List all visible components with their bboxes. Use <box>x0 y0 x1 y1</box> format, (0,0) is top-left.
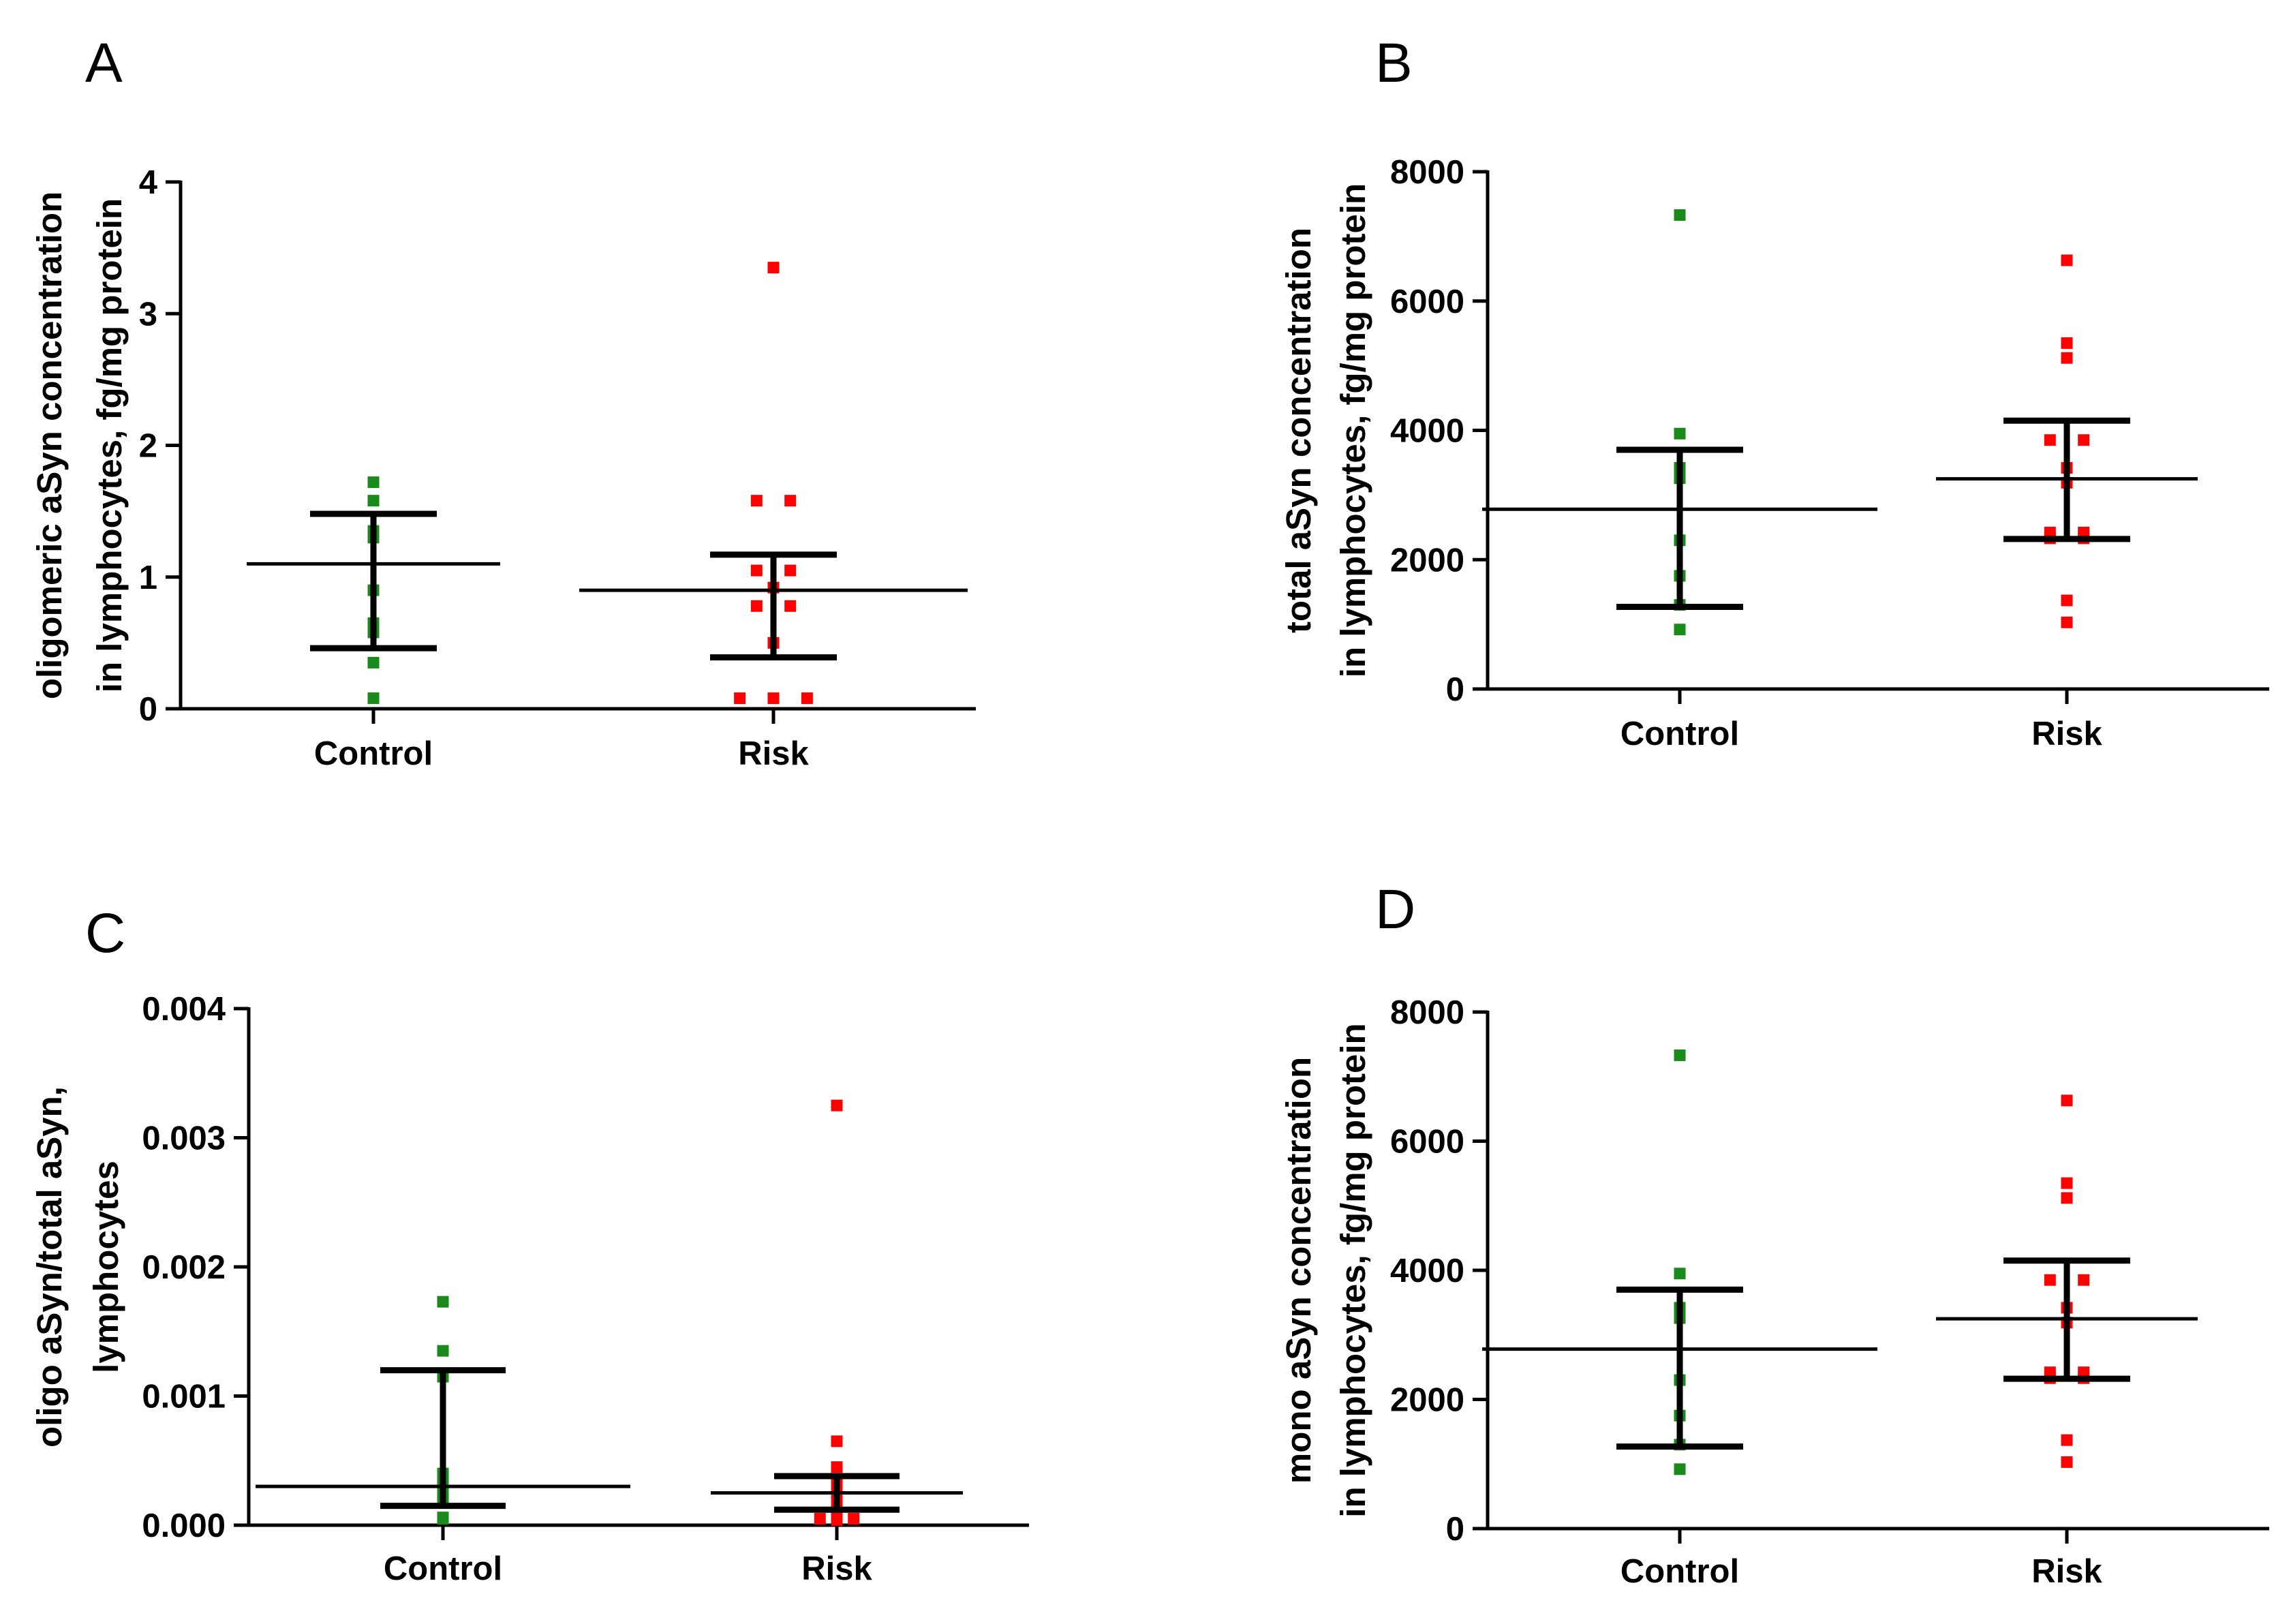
y-tick-label: 0 <box>1446 1511 1464 1548</box>
x-tick-label: Control <box>314 735 433 772</box>
data-point-risk <box>2061 1434 2073 1446</box>
data-point-control <box>367 692 380 705</box>
data-point-risk <box>801 692 813 705</box>
data-point-risk <box>2061 1094 2073 1107</box>
data-point-control <box>437 1345 449 1357</box>
y-tick-label: 6000 <box>1390 1124 1464 1161</box>
y-axis-title: in lymphocytes, fg/mg protein <box>90 198 129 692</box>
y-axis-title: oligomeric aSyn concentration <box>30 191 69 699</box>
data-point-risk <box>750 600 763 612</box>
data-point-control <box>1674 427 1686 440</box>
y-tick-label: 0.002 <box>142 1249 226 1286</box>
panel-letter: B <box>1375 32 1413 94</box>
y-tick-label: 2 <box>139 428 157 465</box>
data-point-control <box>367 476 380 489</box>
y-tick-label: 2000 <box>1390 1382 1464 1419</box>
data-point-control <box>1674 1049 1686 1061</box>
data-point-risk <box>831 1461 843 1473</box>
data-point-risk <box>734 692 746 705</box>
y-tick-label: 4 <box>139 164 157 201</box>
data-point-risk <box>2078 434 2090 446</box>
y-tick-label: 2000 <box>1390 542 1464 579</box>
chart-panel-b: B 0 2000 4000 6000 8000 Control Risk total aSyn … <box>1279 32 2269 752</box>
data-point-control <box>437 1296 449 1308</box>
x-tick-label: Control <box>1620 1553 1739 1590</box>
data-point-risk <box>2061 594 2073 607</box>
chart-panel-d: D 0 2000 4000 6000 8000 Control Risk mono aSyn c… <box>1279 878 2269 1590</box>
y-tick-label: 0.000 <box>142 1507 226 1544</box>
y-axis-title: lymphocytes <box>87 1161 125 1373</box>
data-point-risk <box>784 564 797 577</box>
data-point-risk <box>2061 1456 2073 1468</box>
data-point-risk <box>2061 352 2073 364</box>
y-tick-label: 8000 <box>1390 154 1464 191</box>
x-tick-label: Control <box>1620 716 1739 752</box>
data-point-risk <box>814 1513 826 1525</box>
data-point-control <box>1674 209 1686 221</box>
y-tick-label: 0 <box>139 691 157 728</box>
panel-letter: C <box>85 902 125 964</box>
y-axis-title: mono aSyn concentration <box>1279 1057 1318 1484</box>
data-point-risk <box>750 564 763 577</box>
data-point-risk <box>831 1514 843 1526</box>
y-tick-label: 0.004 <box>142 991 226 1028</box>
y-axis-title: in lymphocytes, fg/mg protein <box>1334 1023 1372 1517</box>
y-tick-label: 3 <box>139 296 157 333</box>
y-tick-label: 0.001 <box>142 1379 226 1415</box>
data-point-risk <box>767 262 780 274</box>
x-tick-label: Risk <box>738 735 809 772</box>
data-point-risk <box>2044 434 2056 446</box>
chart-panel-c: C 0.000 0.001 0.002 0.003 0.004 Control Risk oli… <box>30 902 1029 1587</box>
data-point-risk <box>2061 254 2073 266</box>
data-point-control <box>1674 1268 1686 1280</box>
data-point-risk <box>750 495 763 507</box>
y-tick-label: 8000 <box>1390 994 1464 1031</box>
y-tick-label: 0.003 <box>142 1120 226 1157</box>
data-point-risk <box>2061 1177 2073 1189</box>
y-tick-label: 4000 <box>1390 1253 1464 1289</box>
x-tick-label: Risk <box>2031 716 2102 752</box>
data-point-risk <box>784 495 797 507</box>
data-point-risk <box>848 1513 860 1525</box>
x-tick-label: Risk <box>2031 1553 2102 1590</box>
y-tick-label: 0 <box>1446 671 1464 708</box>
y-tick-label: 6000 <box>1390 284 1464 320</box>
data-point-risk <box>2061 616 2073 628</box>
y-axis-title: oligo aSyn/total aSyn, <box>30 1086 69 1447</box>
data-point-control <box>367 656 380 669</box>
chart-panel-a: A 0 1 2 3 4 Control Risk oligomeric aSyn concent… <box>30 32 976 772</box>
data-point-risk <box>2078 1274 2090 1286</box>
data-point-risk <box>767 692 780 705</box>
y-axis-title: in lymphocytes, fg/mg protein <box>1334 183 1372 677</box>
data-point-risk <box>831 1099 843 1112</box>
data-point-risk <box>831 1435 843 1447</box>
y-axis-title: total aSyn concentration <box>1279 228 1318 633</box>
y-tick-label: 4000 <box>1390 413 1464 450</box>
data-point-risk <box>2044 1274 2056 1286</box>
data-point-control <box>437 1513 449 1525</box>
x-tick-label: Risk <box>801 1550 872 1587</box>
data-point-control <box>367 495 380 507</box>
data-point-control <box>1674 624 1686 636</box>
data-point-control <box>1674 1463 1686 1475</box>
x-tick-label: Control <box>384 1550 502 1587</box>
data-point-risk <box>784 600 797 612</box>
data-point-risk <box>2061 337 2073 349</box>
panel-letter: D <box>1375 878 1415 940</box>
panel-letter: A <box>85 32 123 94</box>
data-point-risk <box>2061 1192 2073 1204</box>
y-tick-label: 1 <box>139 560 157 596</box>
